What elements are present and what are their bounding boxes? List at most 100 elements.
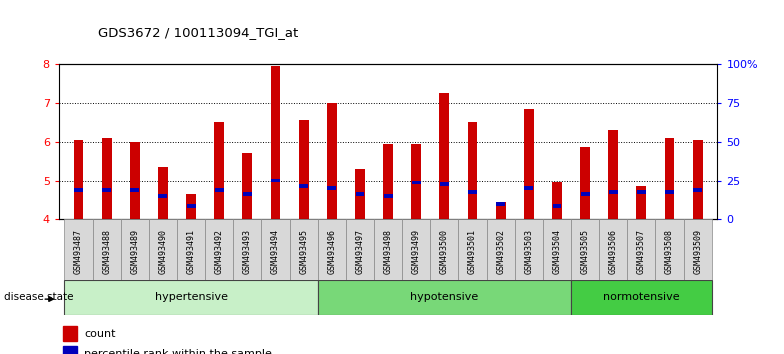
Text: GSM493501: GSM493501 (468, 229, 477, 274)
FancyBboxPatch shape (289, 219, 318, 280)
Bar (412, 144, 421, 219)
Bar (215, 188, 223, 192)
Text: GSM493504: GSM493504 (553, 229, 561, 274)
FancyBboxPatch shape (234, 219, 261, 280)
Text: GSM493503: GSM493503 (524, 229, 533, 274)
Text: GSM493509: GSM493509 (693, 229, 702, 274)
FancyBboxPatch shape (571, 280, 712, 315)
FancyBboxPatch shape (318, 219, 346, 280)
Bar (299, 120, 309, 219)
Text: percentile rank within the sample: percentile rank within the sample (85, 349, 272, 354)
Text: hypotensive: hypotensive (410, 292, 478, 302)
Text: GSM493488: GSM493488 (102, 229, 111, 274)
Text: GSM493497: GSM493497 (355, 229, 365, 274)
Text: normotensive: normotensive (603, 292, 680, 302)
Bar (63, 346, 77, 354)
Bar (130, 188, 140, 192)
FancyBboxPatch shape (121, 219, 149, 280)
Bar (355, 169, 365, 219)
Text: GSM493495: GSM493495 (299, 229, 308, 274)
FancyBboxPatch shape (318, 280, 571, 315)
Bar (63, 326, 77, 341)
FancyBboxPatch shape (64, 219, 93, 280)
Bar (412, 181, 421, 184)
Bar (440, 183, 448, 186)
FancyBboxPatch shape (430, 219, 459, 280)
FancyBboxPatch shape (346, 219, 374, 280)
Bar (495, 202, 506, 219)
FancyBboxPatch shape (402, 219, 430, 280)
Bar (158, 194, 167, 198)
Bar (130, 142, 140, 219)
Bar (496, 202, 505, 206)
Text: GSM493491: GSM493491 (187, 229, 195, 274)
Text: GSM493506: GSM493506 (608, 229, 618, 274)
Text: GDS3672 / 100113094_TGI_at: GDS3672 / 100113094_TGI_at (98, 26, 298, 39)
Bar (693, 140, 702, 219)
FancyBboxPatch shape (459, 219, 487, 280)
Text: GSM493500: GSM493500 (440, 229, 449, 274)
Text: hypertensive: hypertensive (154, 292, 227, 302)
Bar (383, 194, 393, 198)
FancyBboxPatch shape (684, 219, 712, 280)
FancyBboxPatch shape (487, 219, 515, 280)
Bar (243, 192, 252, 196)
FancyBboxPatch shape (149, 219, 177, 280)
FancyBboxPatch shape (599, 219, 627, 280)
Bar (440, 93, 449, 219)
Bar (102, 188, 111, 192)
FancyBboxPatch shape (261, 219, 289, 280)
Bar (74, 140, 83, 219)
Bar (355, 192, 365, 196)
Bar (214, 122, 224, 219)
Bar (327, 103, 336, 219)
FancyBboxPatch shape (177, 219, 205, 280)
Bar (637, 187, 646, 219)
Text: GSM493496: GSM493496 (327, 229, 336, 274)
Bar (553, 204, 561, 208)
Bar (665, 138, 674, 219)
Bar (468, 190, 477, 194)
Bar (271, 179, 280, 183)
Text: disease state: disease state (4, 292, 74, 302)
Bar (693, 188, 702, 192)
Bar (637, 190, 646, 194)
Text: GSM493490: GSM493490 (158, 229, 168, 274)
Text: GSM493492: GSM493492 (215, 229, 223, 274)
Bar (580, 148, 590, 219)
Bar (665, 190, 674, 194)
Bar (299, 184, 308, 188)
Bar (524, 187, 533, 190)
Text: GSM493505: GSM493505 (581, 229, 590, 274)
Bar (186, 194, 196, 219)
Bar (74, 188, 83, 192)
FancyBboxPatch shape (543, 219, 571, 280)
FancyBboxPatch shape (627, 219, 655, 280)
FancyBboxPatch shape (93, 219, 121, 280)
Text: GSM493494: GSM493494 (271, 229, 280, 274)
Text: GSM493489: GSM493489 (130, 229, 140, 274)
Bar (102, 138, 111, 219)
Bar (609, 190, 618, 194)
Bar (158, 167, 168, 219)
Text: GSM493507: GSM493507 (637, 229, 646, 274)
Text: GSM493498: GSM493498 (383, 229, 393, 274)
FancyBboxPatch shape (571, 219, 599, 280)
Text: GSM493499: GSM493499 (412, 229, 421, 274)
FancyBboxPatch shape (374, 219, 402, 280)
Text: GSM493487: GSM493487 (74, 229, 83, 274)
Bar (242, 153, 252, 219)
Bar (328, 187, 336, 190)
FancyBboxPatch shape (655, 219, 684, 280)
FancyBboxPatch shape (205, 219, 234, 280)
Text: GSM493508: GSM493508 (665, 229, 674, 274)
Text: GSM493493: GSM493493 (243, 229, 252, 274)
Bar (383, 144, 393, 219)
FancyBboxPatch shape (515, 219, 543, 280)
Bar (187, 204, 195, 208)
Bar (552, 183, 562, 219)
Bar (581, 192, 590, 196)
FancyBboxPatch shape (64, 280, 318, 315)
Bar (270, 66, 281, 219)
Text: GSM493502: GSM493502 (496, 229, 505, 274)
